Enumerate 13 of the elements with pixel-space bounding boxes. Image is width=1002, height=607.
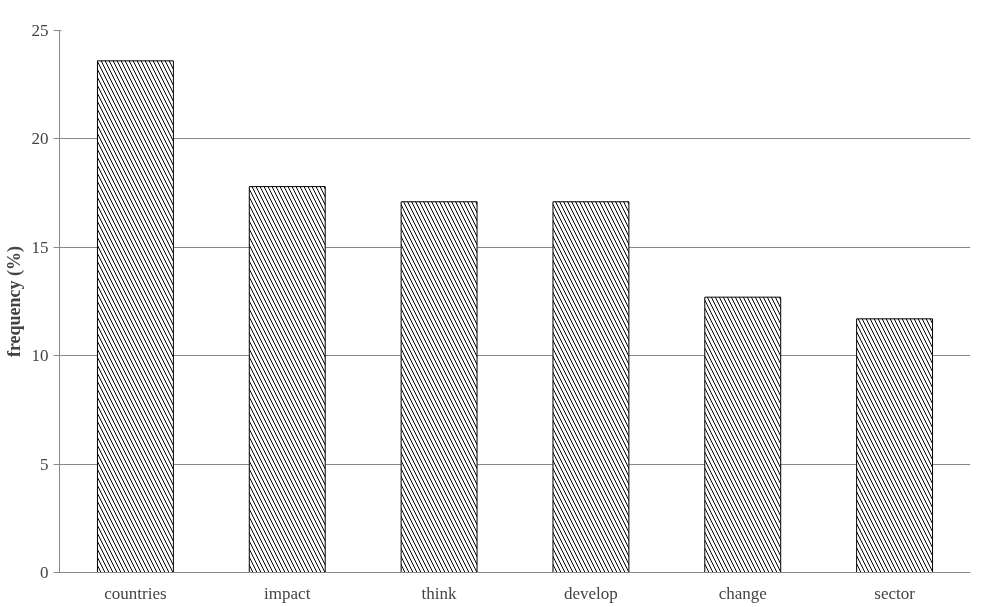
- x-tick-label: change: [718, 583, 767, 603]
- x-tick-label: countries: [104, 583, 167, 603]
- y-axis-title: frequency (%): [3, 245, 25, 358]
- y-tick-label: 0: [40, 563, 49, 582]
- y-tick-label: 25: [31, 21, 49, 40]
- y-tick-label: 5: [40, 454, 49, 474]
- x-tick-label: impact: [264, 583, 311, 603]
- y-tick-label: 10: [31, 346, 49, 366]
- x-tick-label: develop: [564, 583, 618, 603]
- y-tick-label: 15: [31, 237, 49, 257]
- x-tick-label: think: [421, 583, 458, 603]
- y-tick-label: 20: [31, 129, 49, 149]
- x-tick-label: sector: [874, 583, 916, 603]
